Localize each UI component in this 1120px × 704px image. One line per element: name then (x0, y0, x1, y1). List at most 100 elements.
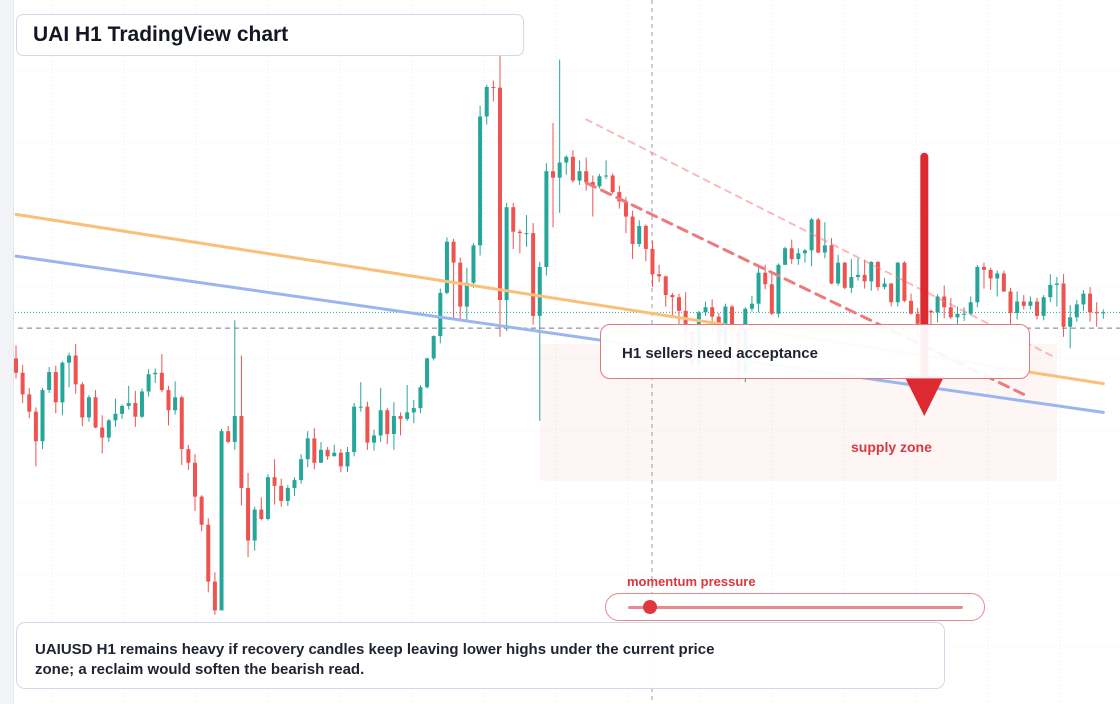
candle-body (551, 171, 556, 178)
candle-body (763, 272, 768, 285)
candle-body (584, 171, 589, 182)
candle-body (1041, 297, 1046, 316)
candle-body (749, 303, 754, 309)
candle-body (47, 372, 52, 391)
descending-trendline (584, 181, 1026, 396)
candle-body (444, 241, 449, 293)
candle-body (1101, 312, 1106, 314)
candle-body (425, 358, 430, 388)
caption-box: UAIUSD H1 remains heavy if recovery cand… (16, 622, 945, 689)
candle-body (988, 269, 993, 279)
candle-body (133, 403, 138, 417)
candle-body (796, 253, 801, 260)
candle-body (856, 274, 861, 278)
candle-body (875, 261, 880, 288)
candle-body (93, 397, 98, 428)
candle-body (497, 87, 502, 301)
candle-body (484, 86, 489, 117)
candle-body (226, 431, 231, 442)
candle-body (418, 387, 423, 409)
candle-body (677, 297, 681, 311)
candle-body (789, 248, 794, 260)
candle-body (126, 403, 131, 406)
candle-body (405, 412, 410, 419)
candle-body (431, 336, 436, 359)
candle-body (391, 416, 396, 434)
candle-body (372, 435, 377, 443)
candle-body (955, 313, 960, 318)
candle-body (352, 406, 357, 452)
candle-body (1015, 301, 1020, 314)
chart-title-box: UAI H1 TradingView chart (16, 14, 524, 56)
candle-body (232, 416, 237, 442)
candle-body (981, 266, 986, 270)
candle-body (610, 175, 615, 193)
candle-body (604, 175, 609, 177)
price-scale-edge (0, 0, 14, 704)
candle-body (849, 277, 854, 288)
candle-body (816, 219, 821, 253)
candle-body (1028, 301, 1033, 306)
candle-body (570, 156, 575, 181)
candle-body (915, 313, 920, 324)
candle-body (219, 431, 224, 611)
candle-body (179, 397, 184, 450)
candle-body (27, 394, 32, 412)
arrow-head (904, 376, 945, 416)
momentum-label: momentum pressure (627, 574, 756, 589)
candle-body (617, 192, 622, 202)
candle-body (544, 171, 549, 267)
candle-body (862, 274, 867, 282)
candle-body (272, 477, 277, 486)
candle-body (564, 156, 569, 163)
candle-body (259, 509, 264, 519)
candle-body (683, 310, 688, 333)
candle-body (882, 283, 887, 288)
candle-body (206, 524, 211, 582)
candle-body (643, 225, 648, 249)
candle-body (1035, 301, 1040, 316)
candle-body (73, 355, 78, 385)
candle-body (630, 216, 635, 244)
candle-body (1054, 283, 1059, 285)
candle-body (60, 362, 65, 403)
candle-body (113, 413, 118, 421)
candle-body (1068, 317, 1073, 327)
candle-body (173, 397, 178, 411)
candle-body (577, 171, 582, 181)
candle-body (948, 307, 953, 318)
price-level-lines (0, 311, 1120, 329)
zone-label: supply zone (851, 439, 932, 455)
candle-body (663, 276, 668, 296)
candle-body (20, 372, 25, 395)
candle-body (597, 176, 602, 187)
candle-body (769, 284, 774, 314)
annotation-text: H1 sellers need acceptance (622, 345, 818, 362)
candle-body (557, 162, 562, 178)
candle-body (471, 245, 476, 283)
annotation-box: H1 sellers need acceptance (600, 324, 1030, 379)
candle-body (318, 449, 323, 463)
candle-body (305, 438, 310, 460)
candle-body (531, 233, 536, 316)
candle-body (975, 266, 980, 303)
candle-body (338, 452, 343, 467)
candle-body (86, 397, 91, 418)
candle-body (869, 261, 874, 282)
candle-body (1088, 293, 1093, 313)
candle-body (193, 462, 198, 497)
candle-body (537, 266, 542, 316)
candle-body (67, 355, 72, 363)
candle-body (285, 488, 290, 501)
candle-body (332, 452, 337, 457)
candle-body (836, 262, 841, 284)
caption-text: UAIUSD H1 remains heavy if recovery cand… (35, 641, 715, 678)
candle-body (822, 245, 827, 253)
candle-body (33, 411, 38, 442)
candle-body (968, 302, 973, 314)
candle-body (153, 372, 158, 375)
candle-body (842, 262, 847, 288)
candle-body (1001, 273, 1006, 292)
candle-body (146, 374, 151, 392)
